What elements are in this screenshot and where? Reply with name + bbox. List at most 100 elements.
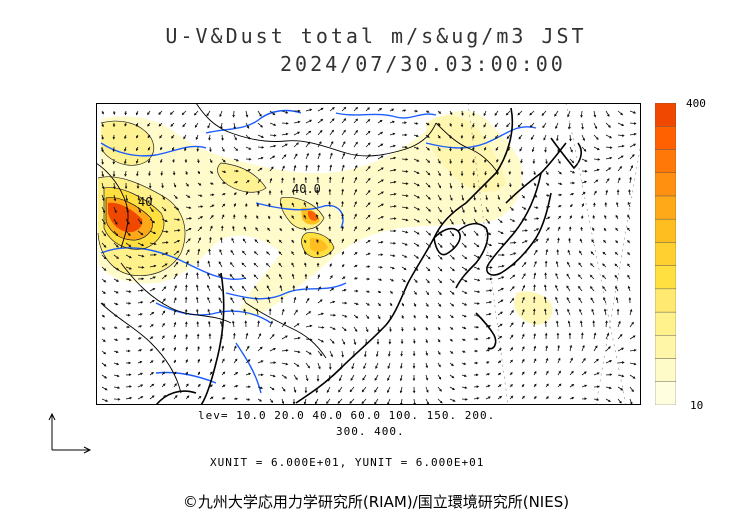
- wind-arrow: [193, 110, 199, 116]
- wind-arrow: [137, 230, 144, 236]
- wind-arrow: [509, 286, 515, 292]
- wind-arrow: [291, 227, 295, 232]
- units-text: XUNIT = 6.000E+01, YUNIT = 6.000E+01: [210, 456, 485, 469]
- wind-arrow: [449, 374, 455, 379]
- wind-arrow: [281, 308, 285, 316]
- wind-arrow: [245, 179, 250, 184]
- wind-arrow: [629, 321, 634, 328]
- wind-arrow: [184, 321, 188, 328]
- wind-arrow: [627, 214, 631, 220]
- wind-arrow: [473, 385, 480, 389]
- legend-swatch: [654, 358, 677, 382]
- wind-arrow: [353, 226, 357, 232]
- wind-arrow: [365, 154, 371, 160]
- wind-arrow: [388, 338, 392, 345]
- wind-arrow: [161, 218, 168, 222]
- wind-arrow: [413, 218, 420, 223]
- wind-arrow: [485, 312, 492, 316]
- wind-arrow: [113, 350, 119, 354]
- wind-arrow: [413, 326, 416, 332]
- wind-arrow: [341, 276, 346, 280]
- wind-arrow: [221, 397, 226, 400]
- wind-arrow: [161, 383, 166, 388]
- wind-arrow: [545, 158, 548, 165]
- wind-arrow: [401, 158, 409, 161]
- wind-arrow: [293, 362, 300, 367]
- wind-arrow: [509, 252, 517, 256]
- wind-arrow: [245, 385, 251, 389]
- wind-arrow: [579, 250, 583, 256]
- wind-arrow: [544, 320, 548, 328]
- wind-arrow: [149, 324, 154, 328]
- wind-arrow: [341, 225, 344, 232]
- wind-arrow: [125, 290, 132, 293]
- wind-arrow: [374, 374, 379, 381]
- wind-arrow: [593, 122, 598, 130]
- wind-arrow: [233, 345, 237, 352]
- wind-arrow: [257, 134, 264, 138]
- wind-arrow: [341, 301, 348, 305]
- wind-arrow: [316, 251, 320, 256]
- wind-arrow: [218, 297, 223, 304]
- wind-arrow: [137, 360, 143, 364]
- wind-arrow: [341, 152, 345, 160]
- wind-arrow: [473, 230, 479, 236]
- wind-arrow: [209, 384, 213, 388]
- wind-arrow: [185, 333, 188, 340]
- wind-arrow: [329, 107, 335, 112]
- wind-arrow: [498, 253, 505, 257]
- wind-arrow: [566, 285, 571, 292]
- wind-arrow: [173, 394, 178, 400]
- wind-arrow: [173, 371, 177, 376]
- wind-arrow: [437, 374, 442, 380]
- wind-arrow: [389, 302, 393, 307]
- wind-arrow: [281, 349, 289, 352]
- wind-arrow: [317, 350, 323, 357]
- wind-arrow: [196, 260, 200, 268]
- wind-arrow: [614, 251, 619, 256]
- wind-arrow: [197, 237, 201, 244]
- wind-arrow: [555, 272, 559, 280]
- wind-arrow: [400, 350, 403, 357]
- wind-arrow: [593, 190, 597, 196]
- wind-arrow: [437, 350, 441, 356]
- wind-arrow: [353, 118, 359, 124]
- wind-arrow: [113, 206, 117, 214]
- wind-arrow: [566, 297, 571, 304]
- wind-arrow: [449, 398, 456, 402]
- wind-arrow: [593, 372, 600, 376]
- wind-arrow: [329, 338, 335, 344]
- wind-arrow: [365, 202, 371, 208]
- wind-arrow: [605, 167, 612, 172]
- wind-arrow: [124, 134, 127, 140]
- wind-arrow: [605, 320, 608, 328]
- wind-arrow: [173, 285, 177, 292]
- wind-arrow: [173, 321, 177, 328]
- wind-arrow: [389, 132, 396, 136]
- wind-arrow: [497, 218, 503, 224]
- wind-arrow: [101, 398, 109, 402]
- wind-arrow: [437, 398, 443, 404]
- wind-arrow: [497, 206, 502, 212]
- wind-arrow: [266, 274, 271, 280]
- wind-arrow: [329, 350, 333, 358]
- wind-arrow: [101, 314, 106, 318]
- wind-arrow: [160, 146, 163, 151]
- wind-arrow: [461, 326, 467, 330]
- wind-arrow: [364, 350, 367, 358]
- wind-arrow: [569, 215, 572, 220]
- wind-arrow: [401, 230, 409, 234]
- wind-arrow: [580, 110, 583, 118]
- wind-arrow: [578, 262, 583, 268]
- wind-arrow: [555, 260, 559, 268]
- wind-arrow: [281, 362, 289, 366]
- wind-arrow: [568, 332, 572, 340]
- wind-arrow: [533, 206, 539, 209]
- wind-arrow: [149, 299, 155, 304]
- coastlines: [155, 107, 583, 405]
- wind-arrow: [245, 157, 252, 161]
- wind-arrow: [578, 297, 583, 304]
- wind-arrow: [629, 374, 636, 379]
- wind-arrow: [437, 110, 442, 114]
- wind-arrow: [401, 170, 409, 173]
